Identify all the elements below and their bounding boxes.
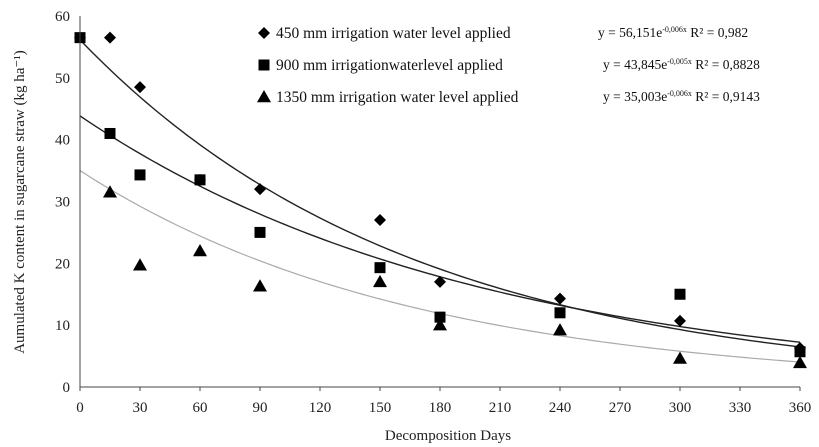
y-tick-label: 50 [55,71,70,87]
data-point-diamond [674,314,686,327]
data-point-triangle [673,351,687,364]
data-point-diamond [374,214,386,227]
legend-marker-square [258,59,270,71]
data-point-square [374,262,386,274]
data-point-triangle [373,274,387,288]
x-tick-label: 180 [429,400,452,416]
data-point-triangle [253,279,267,292]
data-point-square [554,307,566,319]
y-tick-label: 0 [63,380,71,396]
data-point-diamond [554,292,566,305]
legend-marker-diamond [258,27,270,39]
x-tick-label: 270 [609,400,632,416]
data-point-square [134,169,146,181]
x-tick-label: 300 [669,400,692,416]
x-tick-label: 210 [489,400,512,416]
equation-label: y = 35,003e-0,006x R² = 0,9143 [603,89,760,104]
data-point-diamond [134,81,146,94]
data-point-triangle [433,318,447,331]
y-tick-label: 20 [55,256,70,272]
x-tick-label: 240 [549,400,572,416]
x-tick-label: 60 [193,400,208,416]
x-tick-label: 150 [369,400,392,416]
legend: 450 mm irrigation water level applied y =… [257,25,760,106]
data-point-square [254,226,266,238]
legend-label: 900 mm irrigationwaterlevel applied [276,57,503,74]
data-point-square [674,288,686,300]
y-tick-label: 40 [55,133,70,149]
y-tick-label: 60 [55,9,70,25]
data-point-diamond [104,31,116,44]
data-point-triangle [193,243,207,257]
legend-label: 1350 mm irrigation water level applied [276,89,519,106]
data-points [74,31,807,369]
trend-line-square [79,115,801,343]
x-tick-label: 90 [253,400,268,416]
axes: 0 30 60 90 120 150 180 210 240 270 300 330 360 0 10 20 3… [55,9,811,416]
data-point-square [434,311,446,323]
data-point-triangle [133,258,147,271]
equation-label: y = 43,845e-0,005x R² = 0,8828 [603,57,760,72]
y-tick-label: 10 [55,318,70,334]
x-tick-label: 120 [309,400,332,416]
equation-label: y = 56,151e-0,006x R² = 0,982 [598,25,748,40]
data-point-square [104,127,116,139]
x-axis-title: Decomposition Days [385,428,511,444]
data-point-square [194,174,206,186]
legend-marker-triangle [257,90,271,103]
data-point-triangle [793,355,807,369]
legend-label: 450 mm irrigation water level applied [276,25,511,42]
y-tick-label: 30 [55,195,70,211]
trend-line-diamond [79,39,801,348]
x-tick-label: 30 [133,400,148,416]
data-point-triangle [553,323,567,336]
x-tick-label: 330 [729,400,752,416]
data-point-triangle [103,185,117,198]
x-tick-label: 0 [76,400,84,416]
data-point-diamond [434,275,446,288]
data-point-square [794,346,806,358]
y-axis-title: Aumulated K content in sugarcane straw (… [12,50,28,354]
data-point-diamond [254,183,266,196]
x-tick-label: 360 [789,400,812,416]
trend-line-triangle [79,170,801,363]
